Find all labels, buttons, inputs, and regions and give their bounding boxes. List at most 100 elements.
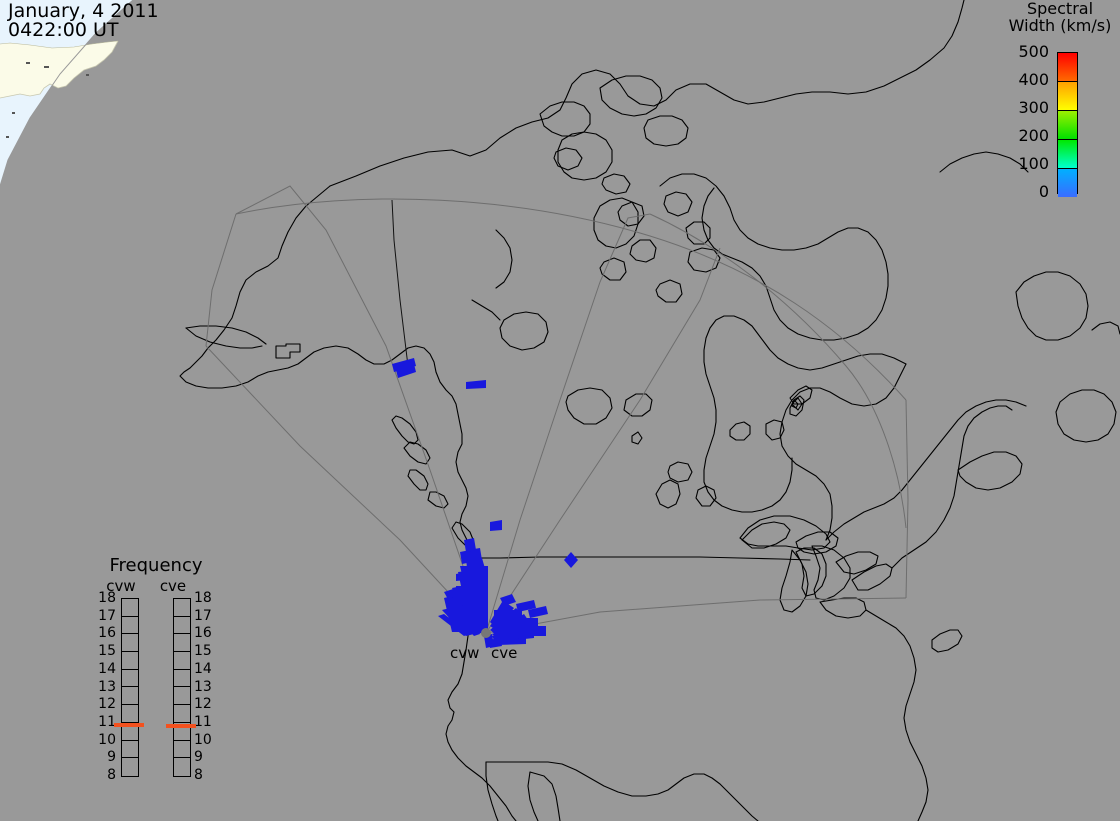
arctic-island <box>557 131 613 181</box>
gauge-cell <box>122 758 138 776</box>
scatter-cell <box>464 538 476 552</box>
greenland-edge <box>1091 321 1120 335</box>
arctic-island <box>663 191 693 217</box>
arctic-island <box>539 101 591 137</box>
lake-superior <box>739 515 831 551</box>
island-detail <box>403 441 431 465</box>
island-detail <box>407 469 429 491</box>
frequency-tick-right: 17 <box>194 607 212 624</box>
frequency-column-header-cvw: cvw <box>106 577 136 595</box>
fov-cve-right-edge <box>905 399 909 599</box>
coastlines-group <box>179 0 1120 821</box>
colorbar-band <box>1058 53 1077 82</box>
backscatter-cells <box>392 358 578 648</box>
frequency-tick-right: 11 <box>194 713 212 730</box>
islet <box>44 66 49 68</box>
scatter-beam-cve <box>496 638 526 645</box>
frequency-tick-right: 18 <box>194 590 212 606</box>
interior-detail <box>495 229 513 289</box>
gulf-california <box>527 771 539 821</box>
colorbar-tick: 200 <box>1018 126 1049 145</box>
islet <box>86 74 89 76</box>
gauge-cell <box>122 617 138 635</box>
scatter-cell <box>516 600 536 612</box>
atlantic-coast <box>865 609 929 821</box>
scatter-cell <box>460 550 472 564</box>
lake-ontario <box>851 563 893 591</box>
island-detail <box>391 415 419 445</box>
mexico-border <box>485 761 759 821</box>
fov-cvw-far-arc <box>235 198 907 401</box>
scatter-cell <box>396 364 416 378</box>
scatter-beam-cvw <box>442 608 474 636</box>
gauge-cell <box>122 652 138 670</box>
fov-cve-far-arc <box>649 213 907 529</box>
frequency-tick-left: 13 <box>98 678 116 695</box>
arctic-island <box>643 115 689 147</box>
frequency-tick-left: 9 <box>107 749 116 766</box>
colorbar-panel: Spectral Width (km/s) 500 400 300 200 100 0 <box>1000 0 1120 200</box>
scatter-beam-cvw <box>462 602 484 634</box>
colorbar-band <box>1058 82 1077 111</box>
land-top-edge <box>0 40 119 49</box>
frequency-tick-right: 10 <box>194 731 212 748</box>
frequency-tick-left: 18 <box>98 590 116 606</box>
baffin-island <box>659 173 889 341</box>
us-canada-border <box>465 556 811 561</box>
arctic-island <box>599 75 663 117</box>
lake-michigan <box>779 549 809 613</box>
siberia-landmass <box>0 41 118 98</box>
great-slave-lake <box>565 387 613 425</box>
frequency-tick-left: 16 <box>98 625 116 642</box>
colorbar-tick: 500 <box>1018 42 1049 61</box>
gauge-cell <box>174 741 190 759</box>
baja-peninsula <box>529 771 561 821</box>
scatter-block-cve <box>500 626 546 636</box>
gauge-cell <box>122 670 138 688</box>
arctic-island <box>617 201 645 227</box>
site-label-cve: cve <box>491 644 518 662</box>
gauge-cell <box>174 652 190 670</box>
gauge-cell <box>122 705 138 723</box>
arctic-island <box>599 257 627 281</box>
arctic-island <box>685 221 711 245</box>
site-label-cvw: cvw <box>450 644 480 662</box>
scatter-cell <box>490 520 502 531</box>
timestamp-time: 0422:00 UT <box>8 19 119 41</box>
frequency-title: Frequency <box>109 555 203 576</box>
greenland-island <box>1055 389 1117 443</box>
islet <box>26 62 30 64</box>
frequency-tick-right: 12 <box>194 696 212 713</box>
fov-cvw-far-range-left <box>205 213 237 347</box>
frequency-tick-right: 14 <box>194 660 212 677</box>
scatter-block-cve <box>494 610 522 620</box>
fov-cve-left-edge <box>485 213 651 634</box>
fov-divider-ray <box>485 247 721 634</box>
frequency-gauge-cvw <box>121 598 139 777</box>
lake-detail <box>695 485 717 507</box>
colorbar-tick: 0 <box>1038 182 1049 201</box>
frequency-tick-left: 14 <box>98 660 116 677</box>
greenland-coast <box>939 151 1029 173</box>
scatter-cell <box>466 380 486 389</box>
frequency-tick-left: 8 <box>107 767 116 783</box>
island-detail <box>427 491 449 509</box>
arctic-island <box>687 247 721 273</box>
gauge-cell <box>174 634 190 653</box>
gauge-cell <box>174 705 190 723</box>
arctic-island <box>553 147 583 171</box>
hudson-bay-island <box>789 395 805 417</box>
tiny-island <box>791 397 803 411</box>
frequency-marker-cve <box>166 724 196 729</box>
frequency-tick-right: 9 <box>194 749 203 766</box>
aleutian-chain-south <box>185 327 263 349</box>
outside-projection-region <box>0 0 134 187</box>
interior-detail <box>471 299 501 321</box>
lake-superior-west <box>741 521 791 549</box>
siberia-coastline <box>0 40 119 99</box>
us-west-coast <box>445 597 517 821</box>
hudson-bay-west <box>703 315 907 513</box>
colorbar-band <box>1058 169 1077 197</box>
